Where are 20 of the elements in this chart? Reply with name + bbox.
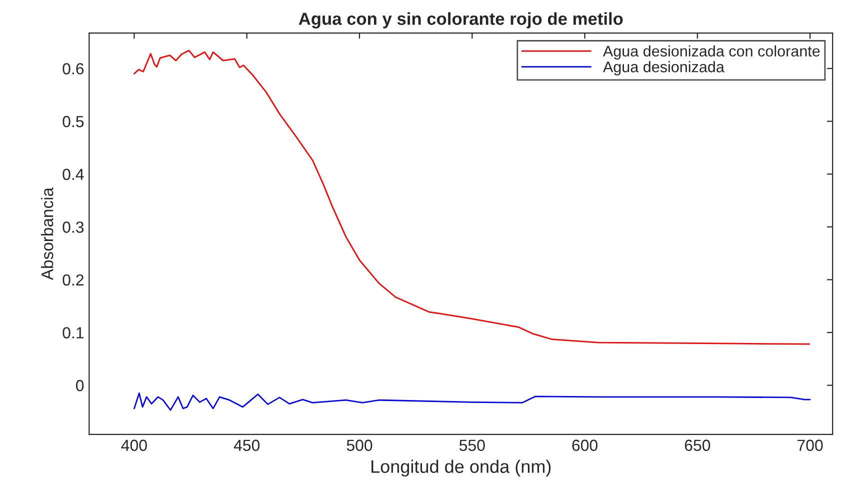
legend-label: Agua desionizada con colorante <box>602 45 820 60</box>
x-tick-label: 650 <box>684 440 710 451</box>
line-series <box>134 392 811 411</box>
y-tick-label: 0.5 <box>62 116 84 128</box>
y-tick-label: 0.3 <box>62 222 84 233</box>
x-tick-label: 450 <box>234 440 260 451</box>
x-tick-label: 600 <box>572 440 598 451</box>
y-tick-label: 0.2 <box>62 274 84 286</box>
x-axis-title: Longitud de onda (nm) <box>372 460 551 477</box>
x-tick-label: 400 <box>121 440 147 451</box>
x-tick-label: 550 <box>459 440 485 451</box>
y-tick-label: 0.6 <box>62 63 84 74</box>
y-tick-label: 0.4 <box>62 168 84 180</box>
x-tick-label: 500 <box>346 440 372 451</box>
y-tick-label: 0.1 <box>62 327 84 338</box>
legend-label: Agua desionizada <box>602 61 724 76</box>
x-tick-label: 700 <box>798 440 823 451</box>
y-axis-title: Absorbancia <box>40 187 54 280</box>
y-tick-label: 0 <box>76 380 84 392</box>
chart-title: Agua con y sin colorante rojo de metilo <box>298 12 623 28</box>
